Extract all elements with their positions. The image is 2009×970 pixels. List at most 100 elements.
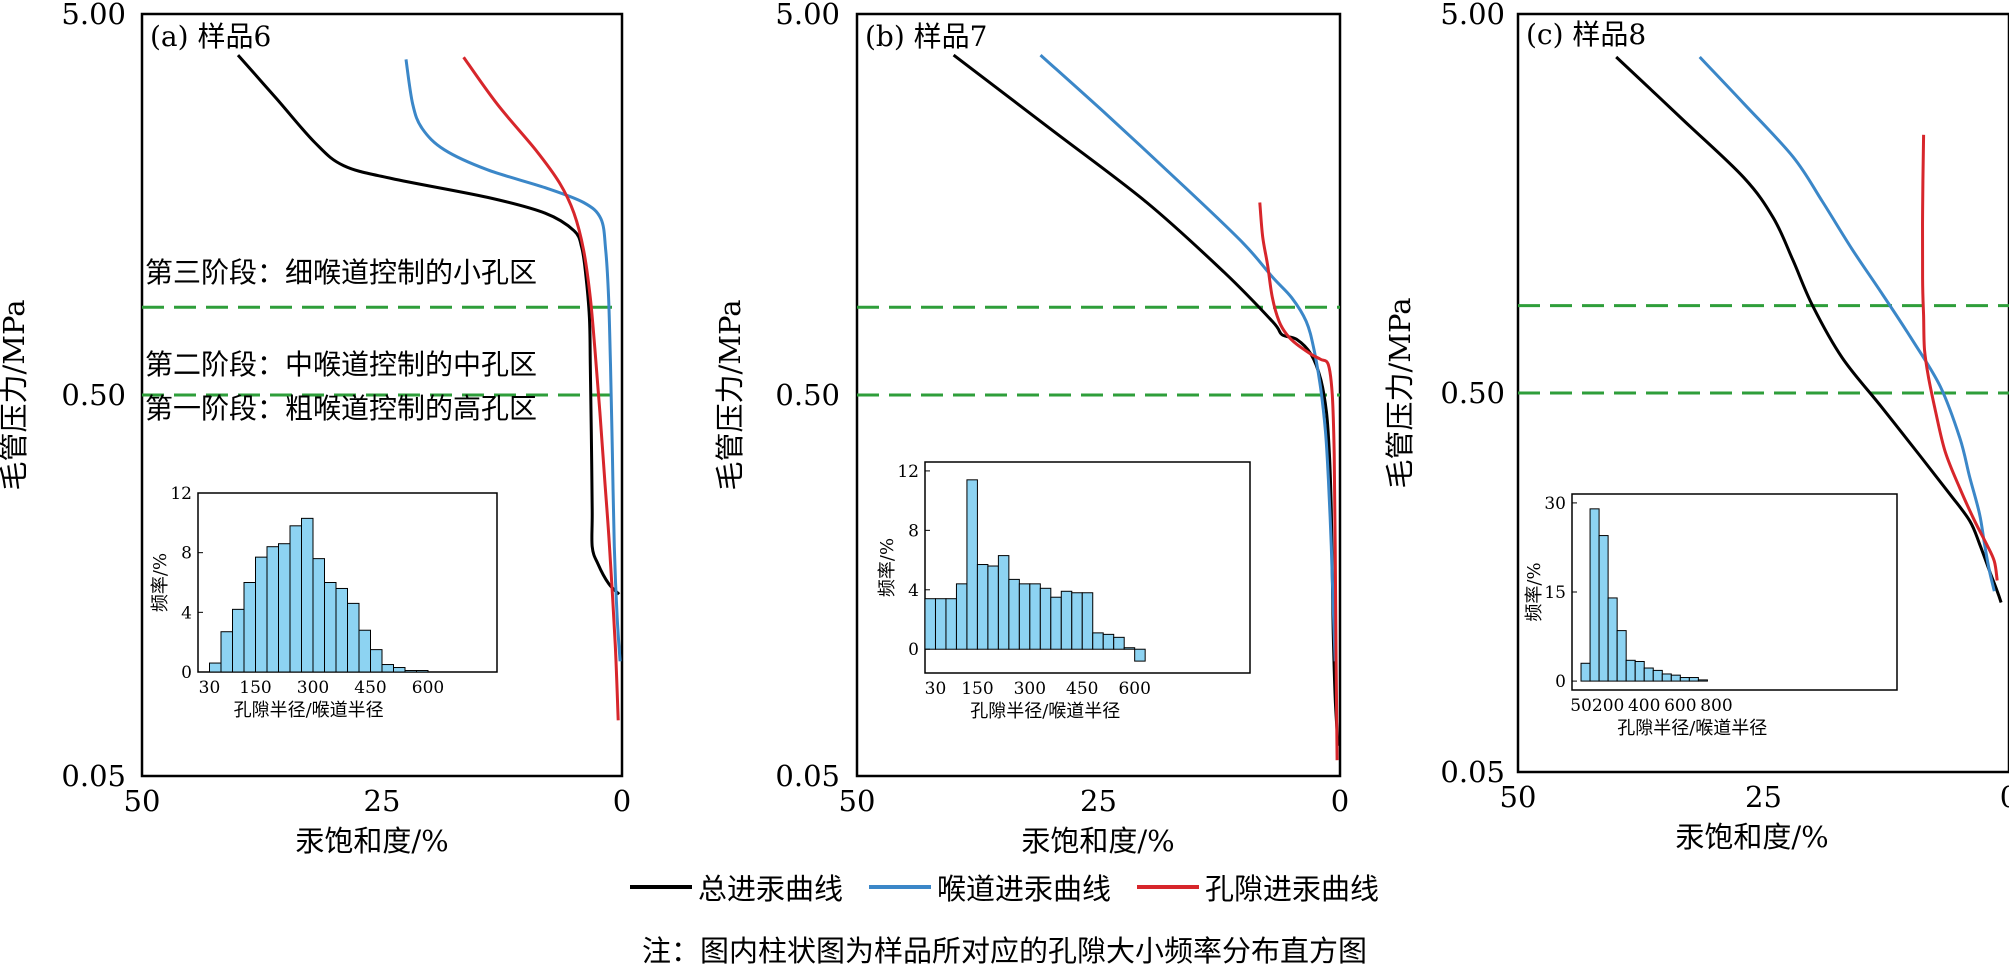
histogram-bar bbox=[243, 582, 256, 673]
histogram-bar bbox=[1598, 535, 1609, 682]
inset-y-tick-label: 8 bbox=[181, 544, 192, 564]
inset-y-tick-label: 4 bbox=[908, 581, 919, 601]
inset-y-tick-label: 12 bbox=[897, 462, 919, 482]
inset-x-tick-label: 300 bbox=[1014, 679, 1046, 699]
inset-y-axis-label: 频率/% bbox=[877, 538, 898, 597]
histogram-bar bbox=[1607, 597, 1618, 682]
histogram-bar bbox=[220, 631, 233, 673]
series-line-3 bbox=[462, 56, 620, 721]
histogram-bar bbox=[1081, 592, 1094, 650]
histogram-bar bbox=[1688, 677, 1699, 682]
histogram-bar bbox=[393, 667, 406, 673]
x-tick-label: 50 bbox=[124, 784, 161, 818]
inset-y-axis-label: 频率/% bbox=[1524, 562, 1545, 621]
legend-item-throat: 喉道进汞曲线 bbox=[868, 866, 1111, 908]
inset-x-tick-label: 30 bbox=[925, 679, 947, 699]
histogram-bar bbox=[1123, 647, 1136, 650]
histogram-bar bbox=[278, 543, 291, 673]
histogram-bar bbox=[1102, 633, 1115, 650]
histogram-bar bbox=[312, 558, 325, 673]
x-tick-label: 0 bbox=[2000, 780, 2009, 814]
histogram-bar bbox=[934, 598, 947, 650]
stage-label: 第二阶段：中喉道控制的中孔区 bbox=[145, 348, 537, 381]
histogram-bar bbox=[955, 583, 968, 650]
chart-title: (c) 样品8 bbox=[1526, 18, 1646, 51]
inset-x-axis-label: 孔隙半径/喉道半径 bbox=[970, 701, 1120, 722]
legend: 总进汞曲线 喉道进汞曲线 孔隙进汞曲线 bbox=[0, 862, 2009, 912]
histogram-bar bbox=[1634, 660, 1645, 682]
histogram-bar bbox=[924, 598, 936, 650]
y-tick-label: 0.05 bbox=[61, 759, 126, 793]
series-line-1 bbox=[1615, 55, 2003, 603]
histogram-bar bbox=[1616, 630, 1627, 682]
histogram-bar bbox=[358, 629, 371, 673]
inset-y-tick-label: 8 bbox=[908, 521, 919, 541]
chart-title: (a) 样品6 bbox=[150, 20, 271, 53]
inset-x-tick-label: 200 bbox=[1592, 696, 1624, 716]
series-line-2 bbox=[1039, 53, 1337, 662]
histogram-bar bbox=[1580, 662, 1591, 682]
x-tick-label: 50 bbox=[839, 784, 876, 818]
histogram-bar bbox=[347, 602, 360, 673]
figure-note: 注：图内柱状图为样品所对应的孔隙大小频率分布直方图 bbox=[641, 934, 1367, 968]
series-line-3 bbox=[1920, 134, 1999, 581]
y-tick-label: 0.50 bbox=[1440, 376, 1505, 410]
legend-label-total: 总进汞曲线 bbox=[697, 872, 843, 906]
x-axis-label: 汞饱和度/% bbox=[1675, 820, 1828, 854]
y-tick-label: 5.00 bbox=[1440, 0, 1505, 31]
histogram-bar bbox=[976, 564, 989, 650]
inset-x-tick-label: 450 bbox=[1066, 679, 1098, 699]
x-axis-label: 汞饱和度/% bbox=[1021, 824, 1174, 858]
histogram-bar bbox=[1661, 673, 1672, 682]
inset-y-axis-label: 频率/% bbox=[150, 553, 171, 612]
histogram-bar bbox=[997, 555, 1010, 650]
histogram-bar bbox=[289, 525, 302, 673]
legend-item-total: 总进汞曲线 bbox=[629, 866, 843, 908]
y-tick-label: 0.50 bbox=[775, 378, 840, 412]
x-tick-label: 0 bbox=[1331, 784, 1349, 818]
legend-swatch-total bbox=[629, 885, 692, 889]
x-tick-label: 0 bbox=[613, 784, 631, 818]
inset-x-tick-label: 800 bbox=[1700, 696, 1732, 716]
histogram-bar bbox=[232, 608, 245, 673]
inset-x-axis-label: 孔隙半径/喉道半径 bbox=[234, 700, 384, 721]
legend-swatch-pore bbox=[1137, 885, 1199, 889]
series-line-2 bbox=[404, 59, 622, 662]
y-tick-label: 0.05 bbox=[1440, 755, 1505, 789]
inset-y-tick-label: 30 bbox=[1544, 494, 1566, 514]
histogram-bar bbox=[1092, 632, 1104, 650]
histogram-bar bbox=[324, 582, 337, 673]
histogram-bar bbox=[209, 662, 222, 673]
histogram-bar bbox=[370, 649, 383, 673]
inset-x-tick-label: 400 bbox=[1628, 696, 1660, 716]
inset-x-axis-label: 孔隙半径/喉道半径 bbox=[1617, 718, 1767, 739]
histogram-bar bbox=[1008, 578, 1020, 650]
x-tick-label: 50 bbox=[1500, 780, 1537, 814]
histogram-bar bbox=[1589, 508, 1600, 682]
histogram-bar bbox=[255, 556, 268, 673]
inset-y-tick-label: 12 bbox=[170, 484, 192, 504]
histogram-bar bbox=[1039, 587, 1052, 650]
inset-x-tick-label: 450 bbox=[354, 678, 386, 698]
y-tick-label: 5.00 bbox=[61, 0, 126, 31]
histogram-bar bbox=[1134, 648, 1146, 662]
legend-item-pore: 孔隙进汞曲线 bbox=[1137, 866, 1379, 908]
histogram-bar bbox=[966, 479, 978, 650]
inset-y-tick-label: 0 bbox=[181, 663, 192, 683]
histogram-bar bbox=[404, 670, 417, 673]
inset-x-tick-label: 600 bbox=[412, 678, 444, 698]
inset-x-tick-label: 50 bbox=[1570, 696, 1592, 716]
inset-y-tick-label: 4 bbox=[181, 603, 192, 623]
legend-label-pore: 孔隙进汞曲线 bbox=[1205, 872, 1380, 906]
histogram-bar bbox=[1029, 583, 1041, 650]
histogram-bar bbox=[1679, 677, 1690, 682]
histogram-bar bbox=[1113, 636, 1125, 650]
histogram-bar bbox=[301, 517, 314, 673]
histogram-bar bbox=[1071, 592, 1083, 650]
legend-label-throat: 喉道进汞曲线 bbox=[936, 872, 1111, 906]
